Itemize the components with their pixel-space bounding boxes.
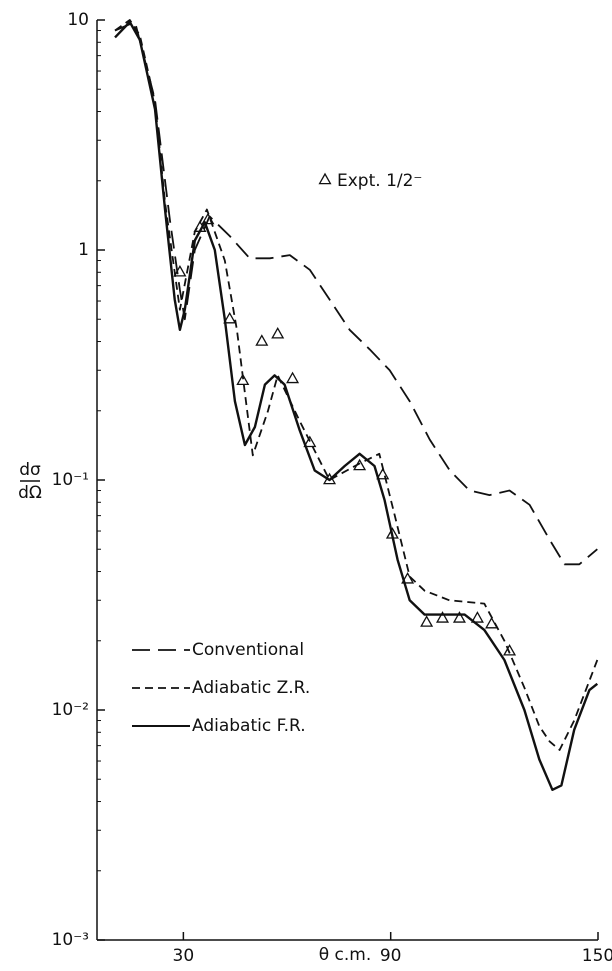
legend-label: Conventional xyxy=(192,640,304,660)
y-tick-label: 10 xyxy=(67,10,89,30)
y-tick-label: 10⁻¹ xyxy=(52,470,89,490)
y-tick-label: 1 xyxy=(78,240,89,260)
data-point xyxy=(286,371,300,384)
data-point xyxy=(470,611,484,623)
data-point xyxy=(420,615,434,627)
data-point xyxy=(236,373,250,386)
data-point xyxy=(303,435,317,448)
data-point xyxy=(323,472,337,485)
legend-label: Expt. 1/2⁻ xyxy=(337,171,422,191)
data-point xyxy=(385,527,399,539)
x-label: θ c.m. xyxy=(319,945,372,965)
legend-label: Adiabatic Z.R. xyxy=(192,678,310,698)
data-point xyxy=(503,643,517,656)
series-line xyxy=(114,20,599,791)
x-tick-label: 150 xyxy=(582,946,612,966)
series-line xyxy=(114,19,599,751)
data-point xyxy=(255,334,269,346)
x-tick-label: 90 xyxy=(380,946,402,966)
data-point xyxy=(452,611,466,623)
y-tick-label: 10⁻³ xyxy=(52,930,89,950)
data-point xyxy=(193,220,207,232)
data-point xyxy=(485,616,499,629)
data-point xyxy=(201,212,215,225)
y-label-bottom: dΩ xyxy=(18,483,42,503)
legend-marker xyxy=(318,172,332,185)
legend-label: Adiabatic F.R. xyxy=(192,716,306,736)
data-point xyxy=(353,458,367,471)
data-point xyxy=(223,311,237,324)
series-line xyxy=(114,21,598,566)
data-point xyxy=(173,264,187,277)
y-tick-label: 10⁻² xyxy=(52,700,89,720)
x-tick-label: 30 xyxy=(173,946,195,966)
data-point xyxy=(436,611,450,623)
y-label-top: dσ xyxy=(19,460,41,480)
data-point xyxy=(401,571,415,584)
data-point xyxy=(376,467,390,480)
data-point xyxy=(271,326,285,339)
